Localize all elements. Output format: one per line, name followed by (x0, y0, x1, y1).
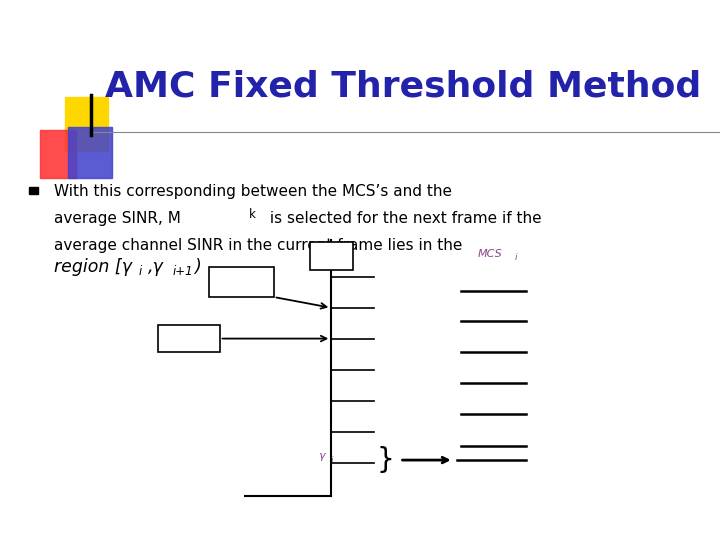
Text: i: i (139, 265, 143, 278)
Text: region [γ: region [γ (54, 258, 132, 276)
Text: AMC Fixed Threshold Method: AMC Fixed Threshold Method (105, 70, 701, 103)
Text: γ: γ (318, 451, 325, 461)
Text: k: k (248, 208, 256, 221)
Bar (29, 187, 38, 194)
Bar (158, 325, 220, 352)
Text: ): ) (194, 258, 201, 276)
Bar (209, 267, 274, 297)
Bar (65, 97, 108, 151)
Text: Channel
Estimate: Channel Estimate (169, 329, 209, 348)
Text: i: i (515, 253, 517, 261)
Text: Threshold
values, fixed: Threshold values, fixed (212, 273, 270, 292)
Text: average SINR, M: average SINR, M (54, 211, 181, 226)
Text: i+1: i+1 (173, 265, 194, 278)
Bar (40, 130, 76, 178)
Text: SINR: SINR (320, 251, 343, 261)
Text: is selected for the next frame if the: is selected for the next frame if the (265, 211, 541, 226)
Text: ,γ: ,γ (148, 258, 163, 276)
Text: average channel SINR in the current frame lies in the: average channel SINR in the current fram… (54, 238, 462, 253)
Bar (68, 127, 112, 178)
Text: i: i (330, 456, 333, 465)
Bar (310, 242, 353, 270)
Text: MCS: MCS (477, 249, 502, 259)
Text: }: } (377, 446, 394, 474)
Text: With this corresponding between the MCS’s and the: With this corresponding between the MCS’… (54, 184, 452, 199)
